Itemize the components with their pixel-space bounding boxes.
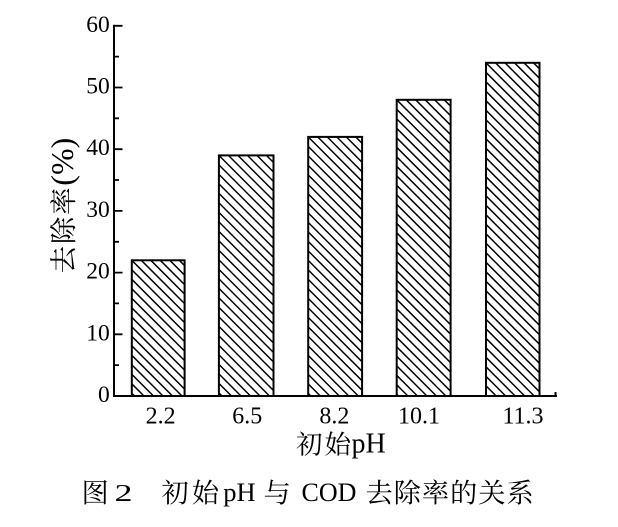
svg-text:pH: pH xyxy=(223,477,255,507)
svg-text:20: 20 xyxy=(86,259,110,285)
svg-text:60: 60 xyxy=(86,12,110,38)
svg-text:8.2: 8.2 xyxy=(319,403,349,429)
svg-text:10: 10 xyxy=(86,320,110,346)
svg-text:0: 0 xyxy=(98,382,110,408)
svg-text:6.5: 6.5 xyxy=(232,403,262,429)
svg-text:10.1: 10.1 xyxy=(398,403,440,429)
svg-text:2.2: 2.2 xyxy=(146,403,176,429)
svg-text:30: 30 xyxy=(86,197,110,223)
svg-text:pH: pH xyxy=(352,429,386,460)
svg-text:COD: COD xyxy=(302,478,357,507)
svg-text:2: 2 xyxy=(115,480,133,507)
svg-text:50: 50 xyxy=(86,74,110,100)
svg-text:40: 40 xyxy=(86,135,110,161)
svg-text:(%): (%) xyxy=(44,138,80,186)
svg-text:11.3: 11.3 xyxy=(502,403,543,429)
